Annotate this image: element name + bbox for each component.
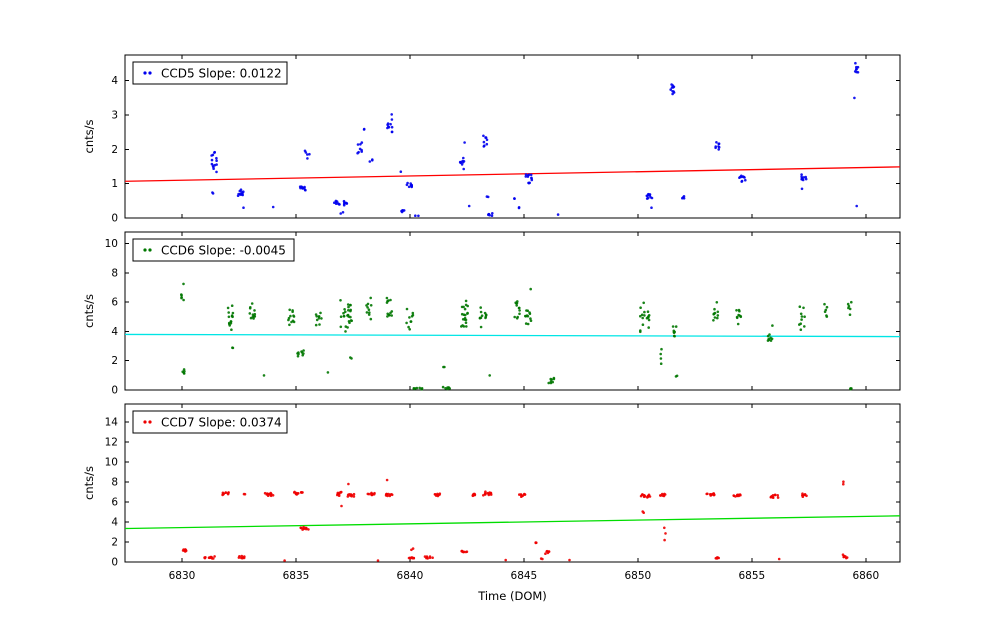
y-tick-label: 2	[111, 144, 118, 156]
x-tick-label: 6835	[283, 570, 310, 582]
scatter-points	[181, 478, 849, 562]
trend-line	[124, 166, 901, 182]
panel-ccd6: 0 2 4 6 8 10 cnts/s CCD6 Slope: -0.0045	[82, 231, 901, 397]
scatter-points	[210, 61, 860, 218]
legend-box	[132, 410, 288, 434]
trend-line	[124, 333, 901, 338]
legend-box	[132, 61, 288, 85]
legend-marker-icon	[148, 420, 152, 424]
y-tick-label: 0	[111, 213, 118, 225]
legend-label: CCD7 Slope: 0.0374	[161, 416, 282, 430]
y-tick-label: 3	[111, 110, 118, 122]
legend-label: CCD6 Slope: -0.0045	[161, 244, 286, 258]
legend-marker-icon	[143, 248, 147, 252]
y-axis-label: cnts/s	[82, 466, 96, 500]
y-tick-label: 4	[111, 326, 118, 338]
x-tick-label: 6840	[397, 570, 424, 582]
x-tick-label: 6845	[511, 570, 538, 582]
legend-marker-icon	[143, 71, 147, 75]
y-axis-label: cnts/s	[82, 120, 96, 154]
x-tick-label: 6830	[169, 570, 196, 582]
y-tick-label: 0	[111, 385, 118, 397]
y-tick-label: 8	[111, 267, 118, 279]
y-tick-label: 1	[111, 178, 118, 190]
legend-label: CCD5 Slope: 0.0122	[161, 67, 282, 81]
y-tick-label: 2	[111, 355, 118, 367]
y-tick-label: 6	[111, 497, 118, 509]
legend-box	[132, 238, 295, 262]
legend-marker-icon	[148, 248, 152, 252]
y-tick-label: 10	[105, 457, 118, 469]
panel-ccd5: 0 1 2 3 4 cnts/s CCD5 Slope: 0.0122	[82, 54, 901, 225]
y-tick-label: 8	[111, 477, 118, 489]
y-tick-label: 2	[111, 537, 118, 549]
x-tick-label: 6855	[738, 570, 765, 582]
legend-marker-icon	[143, 420, 147, 424]
y-tick-label: 4	[111, 75, 118, 87]
y-tick-label: 6	[111, 297, 118, 309]
x-tick-label: 6850	[625, 570, 652, 582]
y-tick-label: 14	[105, 417, 119, 429]
y-tick-label: 0	[111, 557, 118, 569]
y-tick-label: 10	[105, 238, 118, 250]
y-tick-label: 12	[105, 437, 118, 449]
legend-marker-icon	[148, 71, 152, 75]
panel-ccd7: 6830 6835 6840 6845 6850 6855 6860 0 2 4 6 8 10 12 14 c…	[82, 403, 901, 582]
scatter-points	[180, 282, 853, 391]
y-axis-label: cnts/s	[82, 294, 96, 328]
x-tick-label: 6860	[852, 570, 879, 582]
x-axis-label: Time (DOM)	[477, 589, 547, 603]
y-tick-label: 4	[111, 517, 118, 529]
trend-line	[124, 515, 901, 530]
